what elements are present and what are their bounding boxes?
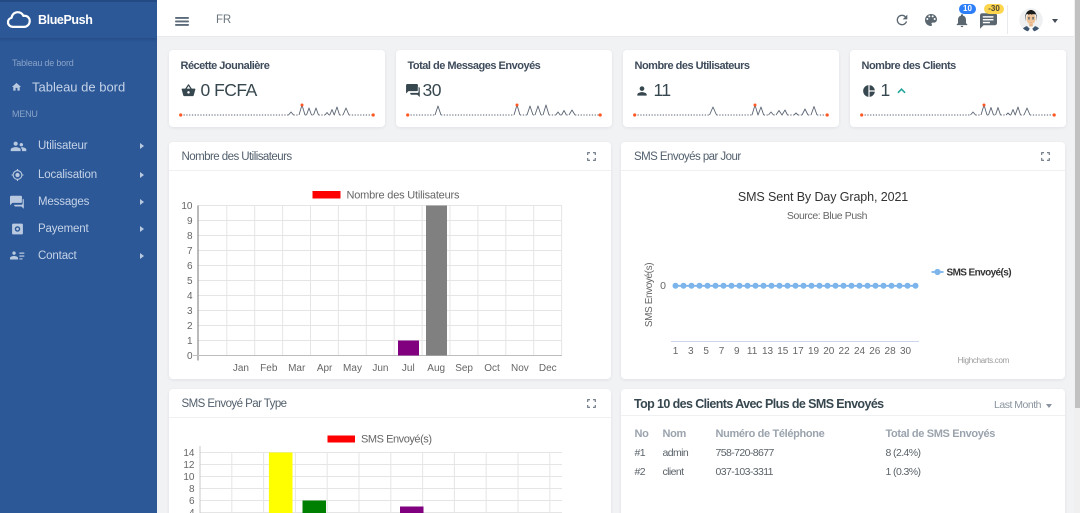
svg-text:Sep: Sep: [455, 363, 473, 374]
svg-text:8: 8: [186, 231, 192, 242]
svg-text:30: 30: [900, 346, 912, 357]
svg-text:3: 3: [186, 306, 192, 317]
svg-text:12: 12: [183, 460, 195, 471]
svg-text:Highcharts.com: Highcharts.com: [958, 356, 1010, 365]
svg-text:Nombre des Utilisateurs: Nombre des Utilisateurs: [346, 190, 459, 202]
svg-text:1: 1: [673, 346, 679, 357]
svg-text:5: 5: [186, 276, 192, 287]
svg-text:7: 7: [186, 246, 192, 257]
svg-text:11: 11: [747, 346, 758, 357]
svg-text:9: 9: [734, 346, 740, 357]
svg-text:28: 28: [885, 346, 897, 357]
svg-text:14: 14: [183, 448, 195, 459]
svg-text:Jan: Jan: [232, 363, 248, 374]
svg-text:10: 10: [181, 201, 193, 212]
svg-text:3: 3: [688, 346, 694, 357]
svg-text:4: 4: [188, 508, 194, 513]
svg-text:9: 9: [186, 216, 192, 227]
svg-text:SMS Envoyé(s): SMS Envoyé(s): [947, 268, 1012, 279]
svg-text:0: 0: [186, 351, 192, 362]
svg-text:13: 13: [762, 346, 774, 357]
svg-text:Source: Blue Push: Source: Blue Push: [787, 210, 868, 222]
svg-text:Feb: Feb: [260, 363, 278, 374]
svg-text:SMS Envoyé(s): SMS Envoyé(s): [361, 434, 432, 446]
svg-text:10: 10: [183, 472, 195, 483]
svg-text:7: 7: [719, 346, 725, 357]
svg-text:20: 20: [823, 346, 835, 357]
svg-text:4: 4: [186, 291, 192, 302]
svg-text:May: May: [343, 363, 362, 374]
svg-text:Aug: Aug: [427, 363, 445, 374]
svg-text:6: 6: [188, 496, 194, 507]
svg-text:6: 6: [186, 261, 192, 272]
svg-text:26: 26: [869, 346, 881, 357]
svg-text:2: 2: [186, 321, 192, 332]
svg-text:Dec: Dec: [538, 363, 556, 374]
svg-text:SMS Envoyé(s): SMS Envoyé(s): [644, 263, 655, 327]
svg-text:Mar: Mar: [288, 363, 306, 374]
svg-text:SMS Sent By Day Graph, 2021: SMS Sent By Day Graph, 2021: [738, 190, 908, 204]
svg-text:Apr: Apr: [316, 363, 332, 374]
svg-text:17: 17: [793, 346, 805, 357]
svg-text:15: 15: [777, 346, 789, 357]
svg-text:0: 0: [660, 280, 666, 292]
svg-text:19: 19: [808, 346, 820, 357]
svg-text:22: 22: [839, 346, 851, 357]
svg-text:Nov: Nov: [511, 363, 529, 374]
svg-text:8: 8: [188, 484, 194, 495]
svg-text:24: 24: [854, 346, 866, 357]
svg-text:1: 1: [186, 336, 192, 347]
svg-text:Oct: Oct: [484, 363, 500, 374]
svg-text:5: 5: [703, 346, 709, 357]
svg-text:Jun: Jun: [372, 363, 388, 374]
svg-text:Jul: Jul: [401, 363, 414, 374]
